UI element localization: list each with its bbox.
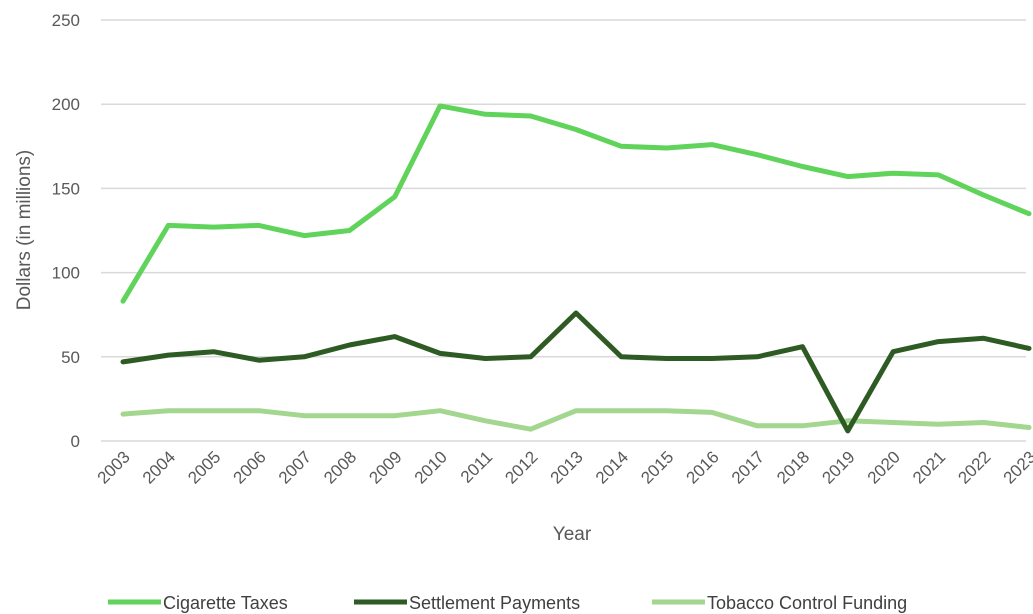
x-tick-label: 2007 (275, 447, 315, 487)
x-tick-label: 2012 (501, 447, 541, 487)
y-axis-title: Dollars (in millions) (14, 150, 35, 310)
x-tick-label: 2005 (184, 447, 224, 487)
x-axis-ticks: 2003 2004 2005 2006 2007 2008 2009 2010 2011 2012… (94, 447, 1033, 487)
x-tick-label: 2010 (411, 447, 451, 487)
legend: Cigarette Taxes Settlement Payments Tobacc… (108, 593, 907, 613)
series-line-cigarette-taxes (120, 103, 1032, 304)
y-tick-label: 250 (52, 11, 80, 30)
y-axis-ticks: 0 50 100 150 200 250 (52, 11, 80, 451)
x-tick-label: 2015 (637, 447, 677, 487)
x-tick-label: 2004 (139, 447, 179, 487)
x-tick-label: 2018 (773, 447, 813, 487)
y-tick-label: 200 (52, 95, 80, 114)
x-tick-label: 2011 (457, 447, 496, 486)
x-tick-label: 2022 (954, 447, 994, 487)
x-tick-label: 2013 (547, 447, 587, 487)
x-tick-label: 2021 (909, 447, 949, 487)
x-tick-label: 2017 (728, 447, 768, 487)
x-tick-label: 2023 (1000, 447, 1033, 487)
y-tick-label: 100 (52, 264, 80, 283)
legend-label-settlement-payments: Settlement Payments (409, 593, 580, 613)
series-line-tobacco-control-funding (120, 408, 1032, 432)
x-tick-label: 2006 (230, 447, 270, 487)
x-tick-label: 2003 (94, 447, 134, 487)
x-tick-label: 2014 (592, 447, 632, 487)
legend-label-cigarette-taxes: Cigarette Taxes (163, 593, 288, 613)
x-tick-label: 2016 (683, 447, 723, 487)
y-tick-label: 0 (71, 432, 80, 451)
legend-label-tobacco-control-funding: Tobacco Control Funding (707, 593, 907, 613)
gridlines (101, 19, 1026, 442)
y-tick-label: 50 (61, 348, 80, 367)
y-tick-label: 150 (52, 179, 80, 198)
series-line-settlement-payments (120, 310, 1032, 434)
x-tick-label: 2020 (864, 447, 904, 487)
x-tick-label: 2008 (320, 447, 360, 487)
x-axis-title: Year (553, 524, 592, 545)
x-tick-label: 2019 (818, 447, 858, 487)
series-lines (120, 103, 1032, 434)
x-tick-label: 2009 (365, 447, 405, 487)
